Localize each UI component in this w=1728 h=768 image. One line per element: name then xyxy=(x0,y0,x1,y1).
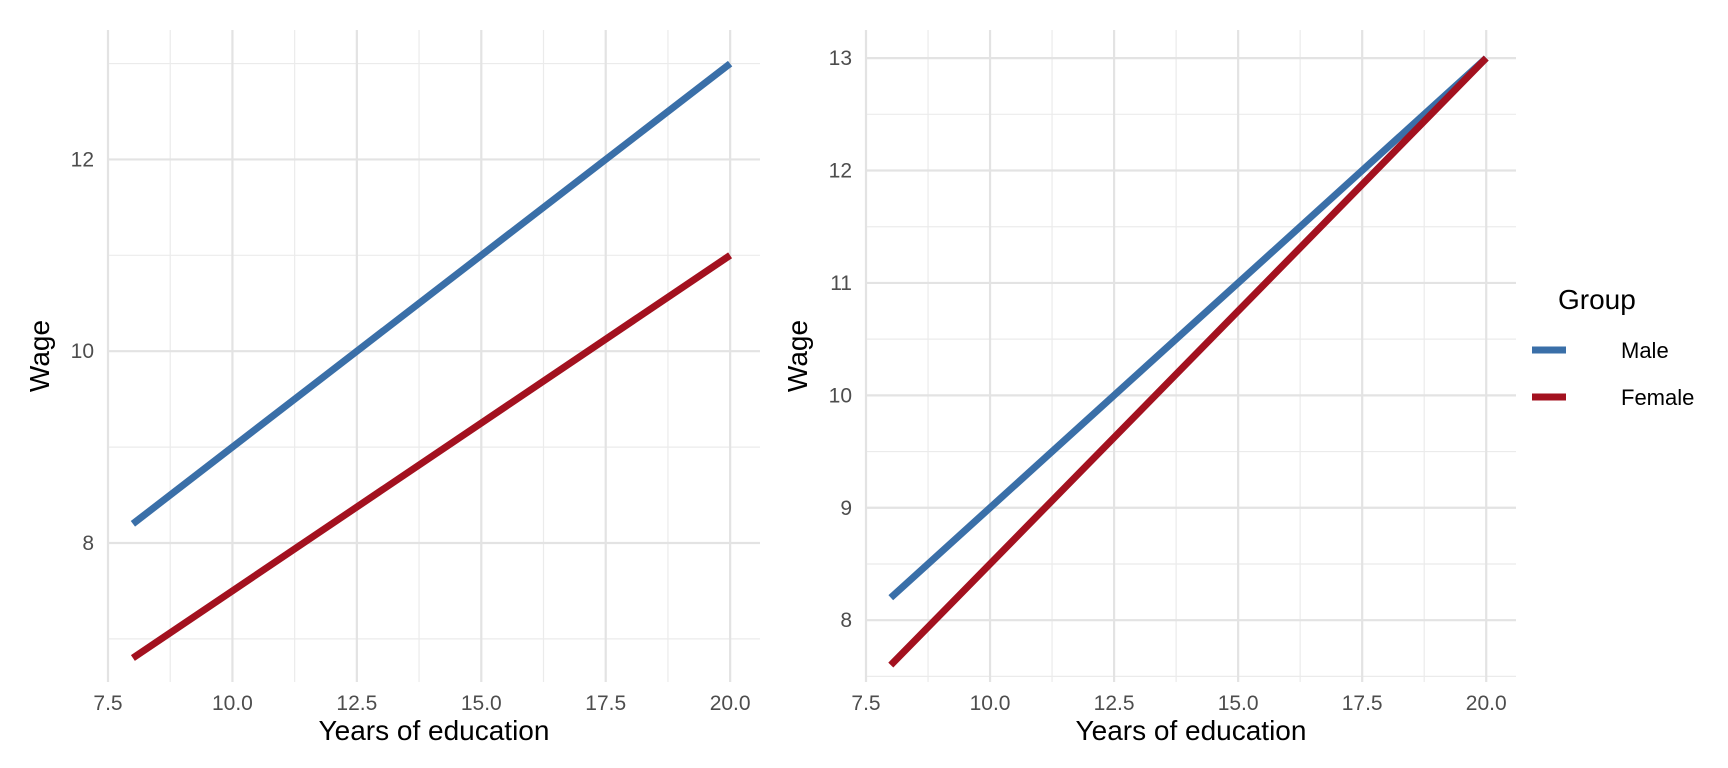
right-y-tick-label: 12 xyxy=(829,160,852,183)
legend-label-male: Male xyxy=(1621,338,1669,363)
left-x-tick-label: 20.0 xyxy=(710,692,751,715)
right-y-tick-label: 10 xyxy=(829,384,852,407)
right-y-tick-label: 8 xyxy=(840,609,852,632)
legend: Group Male Female xyxy=(1532,284,1694,410)
right-y-tick-label: 11 xyxy=(830,272,852,295)
right-y-axis-title: Wage xyxy=(782,320,813,392)
left-y-tick-label: 8 xyxy=(82,532,94,555)
left-panel: 7.5 10.0 12.5 15.0 17.5 20.0 8 10 12 Years of edu… xyxy=(24,30,760,746)
left-series-female-line xyxy=(130,252,733,661)
left-x-tick-label: 10.0 xyxy=(212,692,253,715)
right-x-tick-label: 10.0 xyxy=(970,692,1011,715)
right-series-female-line xyxy=(888,55,1489,668)
left-x-tick-label: 17.5 xyxy=(585,692,626,715)
right-x-tick-label: 15.0 xyxy=(1218,692,1259,715)
left-x-tick-label: 7.5 xyxy=(93,692,122,715)
left-y-tick-label: 10 xyxy=(71,340,94,363)
right-x-axis-title: Years of education xyxy=(1076,715,1307,746)
right-y-tick-label: 13 xyxy=(829,47,852,70)
left-series-male-line xyxy=(130,60,733,527)
right-x-tick-label: 12.5 xyxy=(1094,692,1135,715)
left-x-tick-label: 15.0 xyxy=(461,692,502,715)
right-series-male-line xyxy=(888,55,1489,601)
legend-title: Group xyxy=(1558,284,1636,315)
right-panel: 7.5 10.0 12.5 15.0 17.5 20.0 8 9 10 11 12 13 Years o… xyxy=(782,30,1516,746)
right-x-tick-label: 20.0 xyxy=(1466,692,1507,715)
left-x-tick-label: 12.5 xyxy=(336,692,377,715)
left-y-tick-label: 12 xyxy=(71,148,94,171)
legend-label-female: Female xyxy=(1621,385,1694,410)
left-y-axis-title: Wage xyxy=(24,320,55,392)
right-x-tick-label: 7.5 xyxy=(851,692,880,715)
right-y-tick-label: 9 xyxy=(840,497,852,520)
right-x-tick-label: 17.5 xyxy=(1342,692,1383,715)
left-x-axis-title: Years of education xyxy=(319,715,550,746)
